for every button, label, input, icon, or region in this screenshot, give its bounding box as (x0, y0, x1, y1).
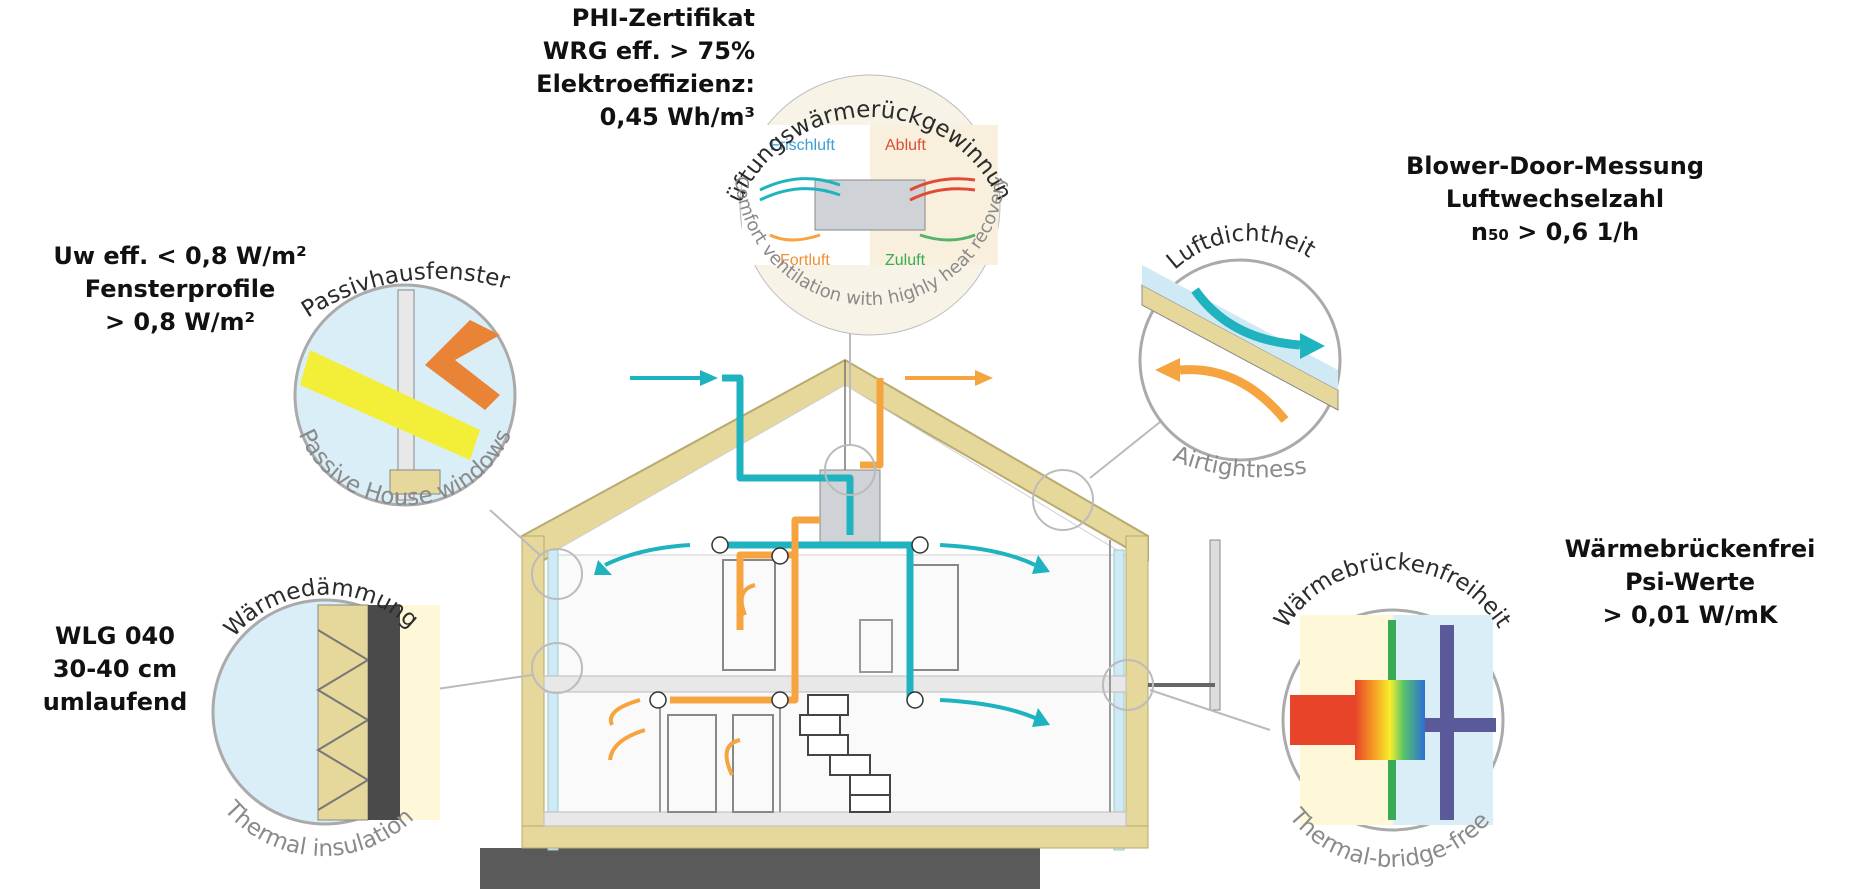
blower-door-note: Blower-Door-Messung Luftwechselzahl n50 … (1340, 150, 1770, 252)
abluft-label: Abluft (885, 137, 926, 154)
insulation-line-3: umlaufend (42, 688, 188, 716)
airtightness-detail-circle: Luftdichtheit Airtightness (1138, 221, 1342, 483)
thermal-bridge-note: Wärmebrückenfrei Psi-Werte > 0,01 W/mK (1530, 533, 1850, 632)
thermal-bridge-detail-circle: Wärmebrückenfreiheit Thermal-bridge-free (1269, 549, 1516, 873)
bridge-line-2: Psi-Werte (1624, 568, 1756, 596)
phi-line-3: Elektroeffizienz: (536, 70, 755, 98)
phi-line-4: 0,45 Wh/m³ (599, 103, 755, 131)
arrow-heads (594, 370, 1050, 727)
frischluft-label: Frischluft (770, 137, 835, 154)
window-line-3: > 0,8 W/m² (104, 308, 256, 336)
window-detail-circle: Passivhausfenster Passive House windows (293, 259, 517, 512)
blower-n: n (1470, 218, 1488, 246)
air-valves (649, 536, 929, 709)
insulation-detail-circle: Wärmedämmung Thermal insulation (211, 574, 440, 862)
insulation-note: WLG 040 30-40 cm umlaufend (0, 620, 230, 719)
phi-certificate-note: PHI-Zertifikat WRG eff. > 75% Elektroeff… (455, 2, 755, 134)
staircase (799, 694, 891, 813)
bridge-line-1: Wärmebrückenfrei (1564, 535, 1816, 563)
blower-line-3: n50 > 0,6 1/h (1340, 216, 1770, 252)
insulation-line-1: WLG 040 (55, 622, 175, 650)
blower-value: > 0,6 1/h (1508, 218, 1640, 246)
phi-line-2: WRG eff. > 75% (542, 37, 755, 65)
window-line-2: Fensterprofile (84, 275, 276, 303)
airflow-arrows (604, 376, 1036, 776)
bridge-line-3: > 0,01 W/mK (1602, 601, 1778, 629)
blower-line-2: Luftwechselzahl (1445, 185, 1665, 213)
zuluft-label: Zuluft (885, 252, 926, 269)
ground (480, 848, 1040, 889)
fortluft-label: Fortluft (780, 252, 830, 269)
blower-n-subscript: 50 (1487, 226, 1509, 244)
phi-line-1: PHI-Zertifikat (571, 4, 755, 32)
window-line-1: Uw eff. < 0,8 W/m² (53, 242, 307, 270)
window-value-note: Uw eff. < 0,8 W/m² Fensterprofile > 0,8 … (10, 240, 350, 339)
blower-line-1: Blower-Door-Messung (1405, 152, 1705, 180)
house-illustration (520, 358, 1221, 851)
insulation-line-2: 30-40 cm (52, 655, 178, 683)
